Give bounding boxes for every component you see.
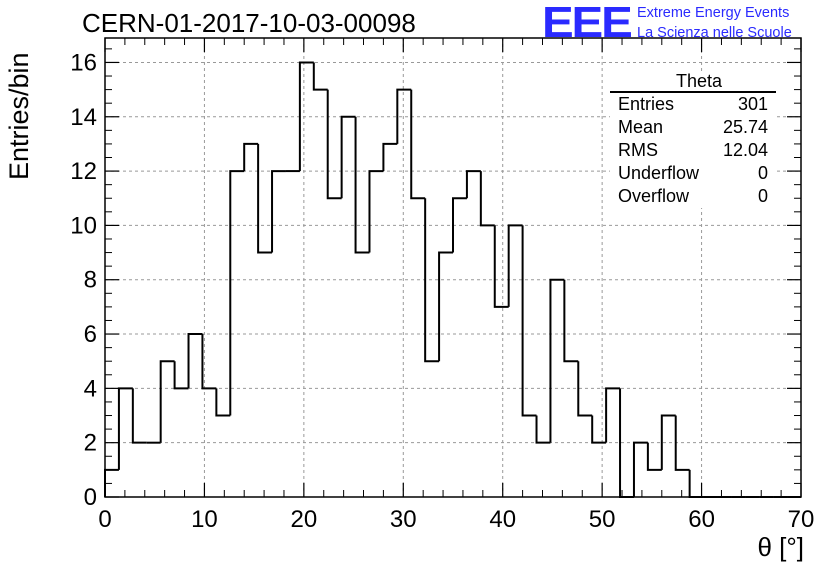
y-tick-label: 10 <box>70 212 97 239</box>
histogram-bin <box>577 361 593 417</box>
histogram-bin <box>438 251 453 362</box>
y-tick-label: 14 <box>70 104 97 131</box>
histogram-bin <box>646 442 662 471</box>
x-tick-label: 10 <box>191 506 218 533</box>
histogram-bin <box>605 387 621 443</box>
stats-value: 0 <box>757 186 768 206</box>
stats-box: Theta Entries 301 Mean 25.74 RMS 12.04 U… <box>610 72 776 208</box>
histogram-bin <box>479 171 495 227</box>
y-tick-label: 2 <box>84 430 97 457</box>
histogram-bin <box>507 224 523 307</box>
histogram-bin <box>298 61 314 172</box>
histogram-bin <box>410 89 426 200</box>
y-tick-label: 12 <box>70 158 97 185</box>
histogram-bin <box>452 197 467 253</box>
eee-logo: EEE <box>542 0 633 47</box>
histogram-bin <box>229 170 245 416</box>
histogram-bin <box>368 170 384 253</box>
logo-line-2: La Scienza nelle Scuole <box>637 25 792 41</box>
stats-row: Overflow 0 <box>610 185 776 208</box>
histogram-bin <box>340 115 356 199</box>
y-tick-label: 4 <box>84 375 97 402</box>
y-axis-label: Entries/bin <box>4 52 34 180</box>
histogram-bin <box>563 279 579 363</box>
stats-label: RMS <box>618 140 658 160</box>
histogram-bin <box>521 225 537 417</box>
histogram-bin <box>632 441 648 497</box>
histogram-bin <box>131 388 147 444</box>
stats-value: 25.74 <box>722 117 768 137</box>
x-tick-label: 40 <box>489 506 516 533</box>
histogram-bin <box>591 415 607 444</box>
histogram-bin <box>396 88 412 144</box>
stats-label: Mean <box>618 117 664 137</box>
stats-value: 12.04 <box>722 140 768 160</box>
chart-title: CERN-01-2017-10-03-00098 <box>82 8 416 38</box>
stats-value: 0 <box>757 163 768 183</box>
stats-row: RMS 12.04 <box>610 139 776 162</box>
logo-line-1: Extreme Energy Events <box>637 5 790 21</box>
histogram-bin <box>187 333 203 389</box>
y-tick-label: 16 <box>70 49 97 76</box>
histogram-bin <box>465 170 481 199</box>
histogram-bin <box>312 62 328 91</box>
stats-label: Underflow <box>618 163 700 183</box>
x-tick-label: 60 <box>688 506 715 533</box>
y-tick-label: 6 <box>84 321 97 348</box>
logo-text: Extreme Energy Events La Scienza nelle S… <box>637 3 792 43</box>
x-tick-label: 50 <box>589 506 616 533</box>
histogram-bin <box>159 360 175 443</box>
x-tick-label: 0 <box>98 506 111 533</box>
y-tick-label: 8 <box>84 267 97 294</box>
histogram-bin <box>493 225 509 308</box>
histogram-bin <box>215 388 231 417</box>
histogram-bin <box>117 387 133 470</box>
stats-title: Theta <box>610 72 776 93</box>
histogram-bin <box>382 142 398 172</box>
plot-frame <box>104 37 802 498</box>
histogram-bin <box>257 143 273 254</box>
stats-label: Entries <box>618 94 675 114</box>
histogram-bin <box>660 414 676 470</box>
histogram-bin <box>354 116 370 254</box>
histogram-bin <box>243 142 259 172</box>
x-tick-label: 30 <box>390 506 417 533</box>
histogram-bin <box>535 415 551 444</box>
stats-row: Entries 301 <box>610 93 776 116</box>
histogram-bin <box>674 415 690 471</box>
stats-label: Overflow <box>618 186 690 206</box>
histogram-bin <box>201 334 217 390</box>
stats-row: Mean 25.74 <box>610 116 776 139</box>
stats-value: 301 <box>737 94 768 114</box>
x-tick-label: 70 <box>788 506 815 533</box>
histogram-bin <box>424 198 440 363</box>
stats-row: Underflow 0 <box>610 162 776 185</box>
histogram-bin <box>326 89 342 200</box>
x-axis-label: θ [°] <box>757 532 804 562</box>
histogram-bin <box>271 170 286 253</box>
histogram-bin <box>173 361 189 390</box>
y-tick-label: 0 <box>84 484 97 511</box>
x-tick-label: 20 <box>291 506 318 533</box>
histogram-bin <box>549 278 565 443</box>
